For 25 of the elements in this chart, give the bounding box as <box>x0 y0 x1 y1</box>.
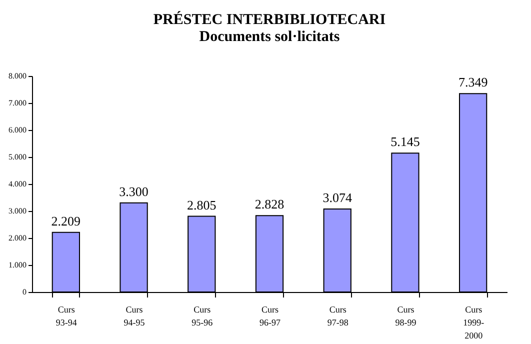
data-label: 3.300 <box>119 184 148 199</box>
y-tick-label: 0 <box>22 288 26 296</box>
y-tick-label: 6.000 <box>8 126 26 134</box>
y-tick-label: 2.000 <box>8 234 26 242</box>
chart-subtitle: Documents sol·licitats <box>199 29 340 45</box>
y-tick-label: 3.000 <box>8 206 26 216</box>
x-tick-label: Curs 93-94 <box>56 304 78 328</box>
chart-title: PRÉSTEC INTERBIBLIOTECARI <box>153 11 386 28</box>
data-label: 2.209 <box>51 213 81 228</box>
data-label: 7.349 <box>458 74 488 90</box>
x-tick-label: Curs 1999-2000 <box>463 304 484 340</box>
y-tick-label: 5.000 <box>8 152 26 162</box>
x-tick-label: Curs 98-99 <box>395 304 417 328</box>
y-tick-label: 7.000 <box>8 98 26 108</box>
data-label: 2.828 <box>254 196 284 212</box>
y-tick-label: 4.000 <box>8 180 26 188</box>
data-label: 5.145 <box>390 134 420 150</box>
y-tick-label: 1.000 <box>8 260 26 270</box>
x-tick-label: Curs 94-95 <box>124 304 146 328</box>
x-tick-label: Curs 97-98 <box>327 304 349 328</box>
y-tick-label: 8.000 <box>8 72 26 80</box>
data-label: 3.074 <box>322 190 352 205</box>
data-label: 2.805 <box>187 197 216 212</box>
x-tick-label: Curs 96-97 <box>260 304 281 328</box>
x-tick-label: Curs 95-96 <box>192 304 214 328</box>
